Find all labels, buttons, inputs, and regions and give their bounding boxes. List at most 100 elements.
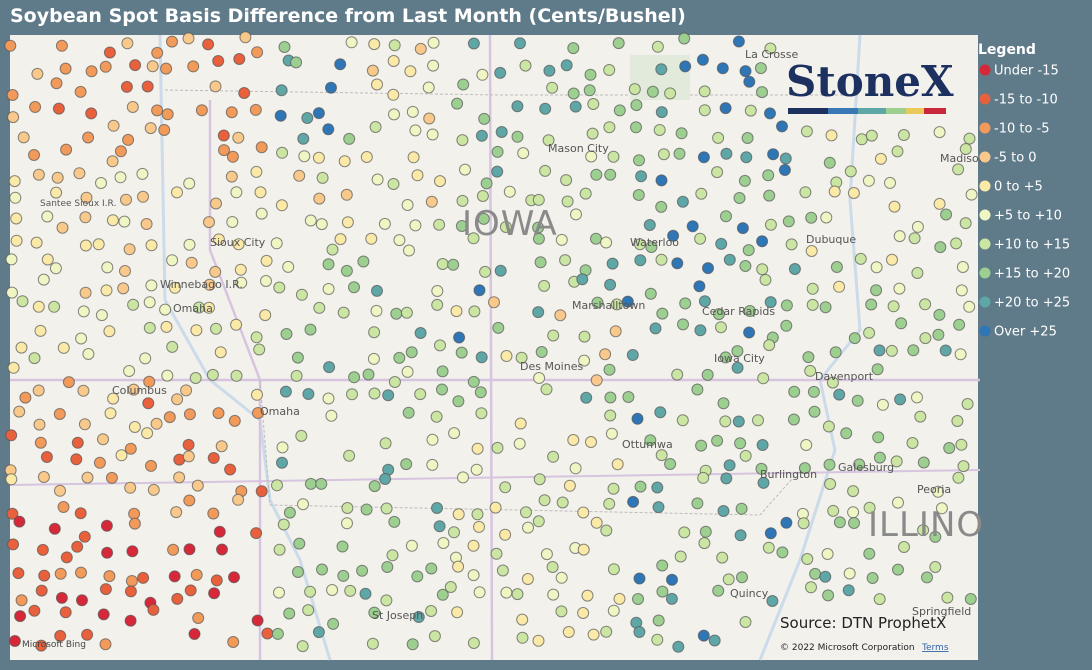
station-dot [76,594,88,607]
station-dot [183,408,196,421]
provider: Microsoft Bing [22,640,86,650]
station-dot [833,388,846,401]
station-dot [14,610,27,623]
station-dot [532,232,545,245]
station-dot [40,451,53,463]
station-dot [31,67,44,80]
station-dot [290,56,303,69]
station-dot [756,263,769,276]
station-dot [368,387,381,400]
station-dot [452,508,465,521]
station-dot [731,345,744,358]
station-dot [185,256,198,269]
station-dot [232,493,245,506]
station-dot [892,563,904,576]
station-dot [516,631,529,644]
station-dot [579,187,592,200]
station-dot [847,187,860,199]
station-dot [933,308,946,321]
station-dot [52,102,65,115]
terms-link[interactable]: Terms [921,643,949,653]
station-dot [848,332,861,345]
station-dot [907,344,920,357]
station-dot [230,186,243,199]
station-dot [95,309,108,322]
station-dot [195,104,208,117]
station-dot [143,375,156,388]
station-dot [282,260,295,273]
station-dot [36,543,49,556]
station-dot [955,284,968,297]
station-dot [276,456,288,469]
station-dot [182,438,195,451]
station-dot [436,588,449,601]
station-dot [476,68,489,81]
station-dot [158,124,171,136]
station-dot [404,65,417,78]
station-dot [539,102,552,115]
station-dot [720,147,733,160]
station-dot [100,519,113,532]
station-dot [752,414,764,427]
station-dot [822,420,835,433]
station-dot [55,39,68,52]
station-dot [126,545,139,558]
station-dot [188,628,201,640]
logo-bar [788,108,828,114]
station-dot [401,199,414,211]
station-dot [32,300,45,313]
station-dot [743,75,756,88]
station-dot [450,305,463,318]
city-label: Santee Sioux I.R. [40,199,116,209]
station-dot [259,309,272,322]
station-dot [952,471,965,484]
station-dot [151,46,164,59]
station-dot [123,243,136,256]
station-dot [341,502,354,514]
station-dot [140,218,153,230]
station-dot [887,300,900,313]
state-label: ILLINO [868,505,984,545]
station-dot [136,167,149,180]
station-dot [603,64,616,76]
station-dot [698,537,711,550]
station-dot [736,571,748,584]
station-dot [378,217,391,230]
station-dot [540,383,553,396]
station-dot [607,482,620,495]
station-dot [302,388,315,400]
station-dot [315,477,328,490]
station-dot [260,254,273,267]
station-dot [646,85,659,98]
station-dot [823,458,836,471]
station-dot [41,210,54,223]
station-dot [93,456,106,469]
station-dot [847,506,860,519]
station-dot [473,586,486,599]
station-dot [513,437,526,450]
station-dot [278,41,291,53]
station-dot [764,218,777,231]
station-dot [261,627,274,640]
station-dot [591,296,604,309]
station-dot [919,332,932,345]
station-dot [470,463,483,476]
station-dot [77,384,90,397]
station-dot [656,307,669,320]
city-label: Sioux City [210,236,266,249]
station-dot [448,427,461,440]
station-dot [519,59,532,72]
station-dot [806,282,819,295]
station-dot [340,188,353,201]
station-dot [217,129,230,142]
station-dot [81,471,94,484]
station-dot [235,276,248,289]
station-dot [959,143,972,155]
station-dot [292,566,304,578]
station-dot [891,145,904,158]
station-dot [514,37,526,50]
city-label: Cedar Rapids [702,305,775,318]
station-dot [7,538,20,551]
station-dot [555,233,568,246]
station-dot [124,442,137,455]
